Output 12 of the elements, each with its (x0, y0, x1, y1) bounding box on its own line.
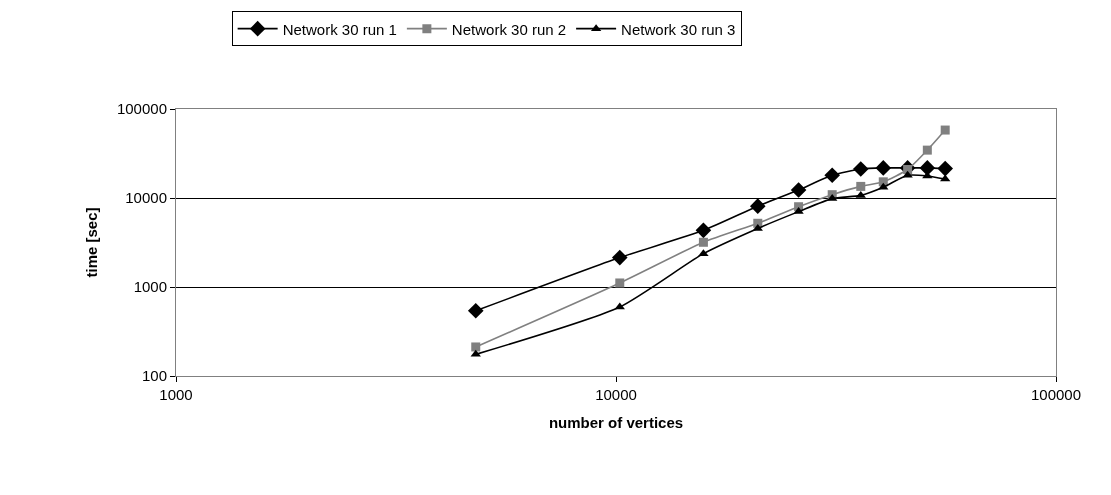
legend-label: Network 30 run 2 (451, 20, 567, 38)
x-axis-title: number of vertices (548, 414, 684, 431)
y-tick-label: 100000 (116, 100, 167, 118)
y-axis-title: time [sec] (83, 207, 101, 278)
y-tick-label: 10000 (125, 189, 167, 207)
legend-label: Network 30 run 3 (621, 20, 736, 38)
legend-label: Network 30 run 1 (282, 20, 397, 38)
y-tick-label: 1000 (133, 278, 167, 296)
y-tick-label: 100 (141, 367, 167, 385)
x-tick-label: 1000 (159, 386, 193, 403)
x-tick-label: 100000 (1030, 386, 1082, 403)
x-tick-label: 10000 (595, 386, 637, 403)
